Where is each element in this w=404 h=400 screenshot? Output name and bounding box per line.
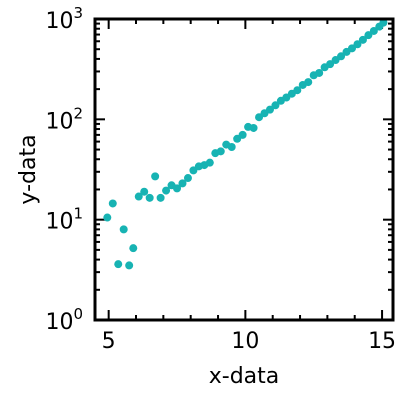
data-point	[173, 184, 182, 193]
data-point	[205, 158, 214, 167]
plot-frame	[93, 17, 395, 322]
data-point	[238, 130, 247, 139]
x-tick-label: 5	[102, 329, 116, 354]
data-point	[119, 225, 128, 234]
data-point	[265, 105, 274, 114]
data-point	[114, 260, 123, 269]
data-point	[125, 261, 134, 270]
data-point	[103, 213, 112, 222]
data-point	[162, 186, 171, 195]
x-tick-label: 15	[368, 329, 396, 354]
y-tick-label: 100	[45, 305, 83, 335]
data-point	[183, 174, 192, 183]
data-point	[189, 166, 198, 175]
data-point	[216, 147, 225, 156]
data-point	[326, 60, 335, 69]
data-point	[178, 179, 187, 188]
data-point	[337, 52, 346, 61]
data-point	[140, 187, 149, 196]
data-point	[364, 31, 373, 40]
data-point	[347, 44, 356, 53]
data-point	[353, 40, 362, 49]
data-point	[108, 199, 117, 208]
y-axis-title: y-data	[16, 134, 41, 204]
data-point	[358, 35, 367, 44]
x-axis-title: x-data	[209, 364, 280, 389]
data-point	[379, 18, 388, 27]
data-point	[151, 172, 160, 181]
x-tick-label: 10	[231, 329, 259, 354]
data-point	[249, 123, 258, 132]
data-point	[315, 68, 324, 77]
y-tick-label: 103	[45, 4, 83, 34]
y-tick-label: 102	[45, 104, 83, 134]
data-point	[227, 142, 236, 151]
y-tick-label: 101	[45, 205, 83, 235]
tick-labels: 5 10 15 100 101 102 103	[45, 4, 396, 354]
data-point	[271, 101, 280, 110]
data-points	[103, 18, 388, 270]
data-point	[304, 78, 313, 87]
data-point	[369, 26, 378, 35]
data-point	[145, 193, 154, 202]
data-point	[129, 244, 138, 253]
data-point	[156, 193, 165, 202]
data-point	[134, 192, 143, 201]
data-point	[293, 86, 302, 95]
axis-ticks	[95, 19, 393, 321]
